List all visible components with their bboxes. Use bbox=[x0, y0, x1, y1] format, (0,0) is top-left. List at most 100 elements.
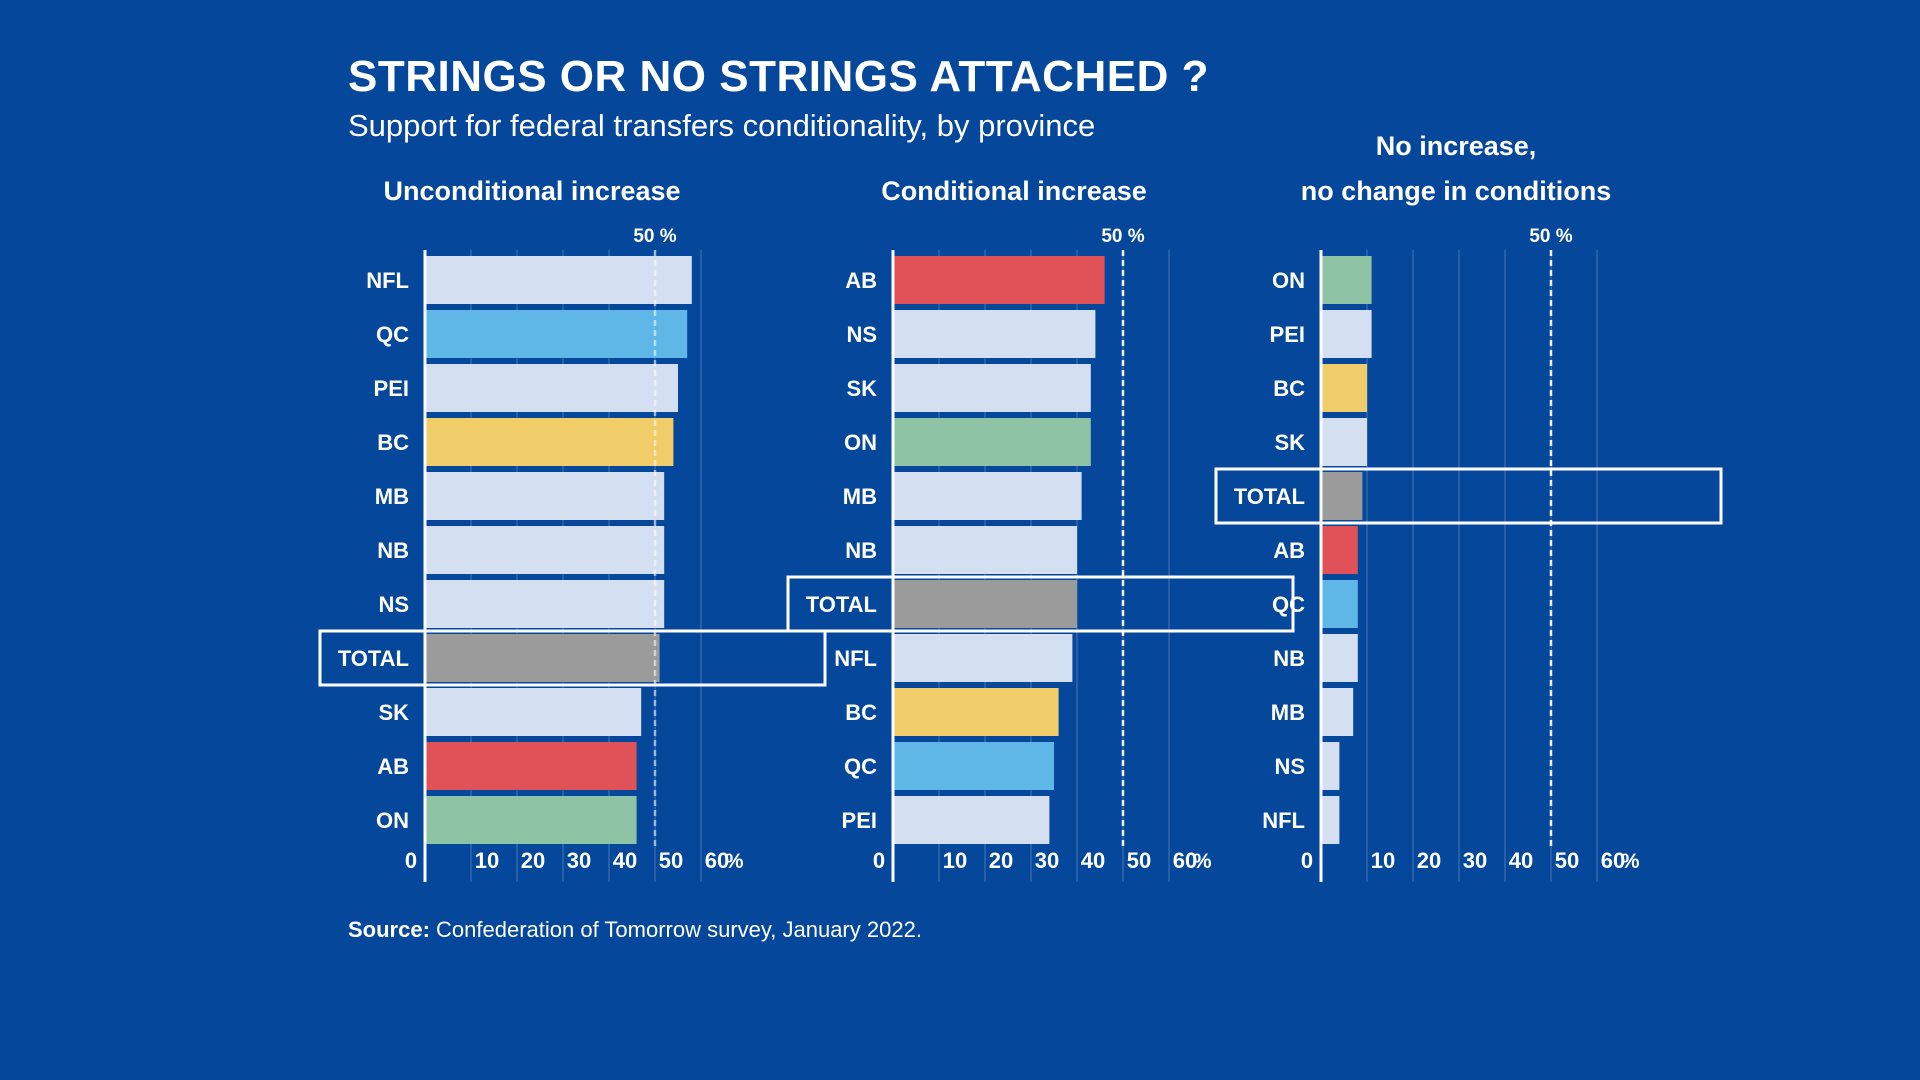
panel-2-category-label-mb: MB bbox=[843, 484, 877, 509]
panel-3-tick-label-50: 50 bbox=[1555, 848, 1579, 873]
panel-2-category-label-nfl: NFL bbox=[834, 646, 877, 671]
panel-2-tick-label-50: 50 bbox=[1127, 848, 1151, 873]
panel-1-tick-label-60: 60 bbox=[705, 848, 729, 873]
panel-3-bar-nfl bbox=[1322, 796, 1340, 844]
chart-title: STRINGS OR NO STRINGS ATTACHED ? bbox=[348, 52, 1209, 101]
panel-2-tick-label-30: 30 bbox=[1035, 848, 1059, 873]
panel-2-category-label-bc: BC bbox=[845, 700, 877, 725]
panel-3-bar-nb bbox=[1322, 634, 1358, 682]
panel-2-unit-label: % bbox=[1193, 850, 1212, 873]
panel-1-tick-label-50: 50 bbox=[659, 848, 683, 873]
panel-2-bar-sk bbox=[894, 364, 1091, 412]
panel-3-category-label-bc: BC bbox=[1273, 376, 1305, 401]
panel-2-category-label-on: ON bbox=[844, 430, 877, 455]
panel-1-category-label-mb: MB bbox=[375, 484, 409, 509]
panel-2-bar-pei bbox=[894, 796, 1050, 844]
panel-3-reference-label: 50 % bbox=[1529, 226, 1572, 247]
chart-subtitle: Support for federal transfers conditiona… bbox=[348, 108, 1096, 143]
panel-1-category-label-qc: QC bbox=[376, 322, 409, 347]
panel-3-highlight-box bbox=[1214, 467, 1723, 525]
panel-1-bar-mb bbox=[426, 472, 665, 520]
panel-3-bar-qc bbox=[1322, 580, 1358, 628]
panel-1-header-line-1: Unconditional increase bbox=[383, 176, 680, 206]
panel-3-category-label-qc: QC bbox=[1272, 592, 1305, 617]
panel-1-bar-on bbox=[426, 796, 637, 844]
panel-1-category-label-sk: SK bbox=[378, 700, 409, 725]
panel-3-category-label-mb: MB bbox=[1271, 700, 1305, 725]
panel-3-bar-on bbox=[1322, 256, 1372, 304]
panel-2-bar-on bbox=[894, 418, 1091, 466]
panel-1-tick-label-40: 40 bbox=[613, 848, 637, 873]
panel-1-tick-label-0: 0 bbox=[405, 848, 417, 873]
panel-1-category-label-ns: NS bbox=[378, 592, 409, 617]
panel-1-category-label-on: ON bbox=[376, 808, 409, 833]
panel-3-unit-label: % bbox=[1621, 850, 1640, 873]
source-text: Confederation of Tomorrow survey, Januar… bbox=[429, 917, 922, 942]
panel-3-bar-pei bbox=[1322, 310, 1372, 358]
panel-3-tick-label-0: 0 bbox=[1301, 848, 1313, 873]
panel-2-bar-ns bbox=[894, 310, 1096, 358]
panel-3-bar-ab bbox=[1322, 526, 1358, 574]
panel-2-category-label-ab: AB bbox=[845, 268, 877, 293]
panel-3-tick-label-60: 60 bbox=[1601, 848, 1625, 873]
panel-2-category-label-nb: NB bbox=[845, 538, 877, 563]
panel-2-category-label-total: TOTAL bbox=[806, 592, 877, 617]
panel-3-category-label-nb: NB bbox=[1273, 646, 1305, 671]
panel-3-category-label-ab: AB bbox=[1273, 538, 1305, 563]
panel-1-bar-nb bbox=[426, 526, 665, 574]
panel-1-category-label-bc: BC bbox=[377, 430, 409, 455]
panel-2-category-label-ns: NS bbox=[846, 322, 877, 347]
panel-2-bar-qc bbox=[894, 742, 1054, 790]
panel-2-bar-mb bbox=[894, 472, 1082, 520]
panel-3-category-label-pei: PEI bbox=[1270, 322, 1305, 347]
panel-1-bar-sk bbox=[426, 688, 642, 736]
panel-2-bar-nb bbox=[894, 526, 1077, 574]
panel-2-tick-label-60: 60 bbox=[1173, 848, 1197, 873]
panel-3-bar-total bbox=[1322, 472, 1363, 520]
panel-2-bar-total bbox=[894, 580, 1077, 628]
panel-3-tick-label-10: 10 bbox=[1371, 848, 1395, 873]
panel-3-header-line-2: no change in conditions bbox=[1301, 176, 1612, 206]
panel-1-bar-nfl bbox=[426, 256, 692, 304]
panel-2-category-label-pei: PEI bbox=[842, 808, 877, 833]
panel-3-tick-label-30: 30 bbox=[1463, 848, 1487, 873]
panel-2-tick-label-20: 20 bbox=[989, 848, 1013, 873]
panel-3-category-label-ns: NS bbox=[1274, 754, 1305, 779]
panel-1-category-label-ab: AB bbox=[377, 754, 409, 779]
panel-1-category-label-total: TOTAL bbox=[338, 646, 409, 671]
panel-3-category-label-nfl: NFL bbox=[1262, 808, 1305, 833]
panel-2-bar-nfl bbox=[894, 634, 1073, 682]
panel-1-bar-ns bbox=[426, 580, 665, 628]
panel-1-bar-bc bbox=[426, 418, 674, 466]
panel-2-bar-bc bbox=[894, 688, 1059, 736]
panel-1-bar-pei bbox=[426, 364, 678, 412]
panel-1-bar-qc bbox=[426, 310, 688, 358]
panel-2-category-label-sk: SK bbox=[846, 376, 877, 401]
panel-1-category-label-nfl: NFL bbox=[366, 268, 409, 293]
panel-2-tick-label-10: 10 bbox=[943, 848, 967, 873]
panel-3-bar-ns bbox=[1322, 742, 1340, 790]
panel-2-header-line-1: Conditional increase bbox=[881, 176, 1147, 206]
panel-3-bar-mb bbox=[1322, 688, 1354, 736]
panel-3-bar-bc bbox=[1322, 364, 1367, 412]
panel-3-bar-sk bbox=[1322, 418, 1367, 466]
panel-1-highlight-box bbox=[318, 629, 827, 687]
panel-2-category-label-qc: QC bbox=[844, 754, 877, 779]
panel-2-bar-ab bbox=[894, 256, 1105, 304]
panel-2-highlight-box bbox=[786, 575, 1295, 633]
panel-3-header-line-1: No increase, bbox=[1376, 131, 1537, 161]
panel-1-reference-label: 50 % bbox=[633, 226, 676, 247]
panel-3-category-label-total: TOTAL bbox=[1234, 484, 1305, 509]
panel-1-tick-label-10: 10 bbox=[475, 848, 499, 873]
source-label: Source: bbox=[348, 917, 430, 942]
panel-1-tick-label-30: 30 bbox=[567, 848, 591, 873]
panel-1-bar-total bbox=[426, 634, 660, 682]
panel-1-tick-label-20: 20 bbox=[521, 848, 545, 873]
panel-1-category-label-pei: PEI bbox=[374, 376, 409, 401]
panel-3-category-label-sk: SK bbox=[1274, 430, 1305, 455]
panel-2-tick-label-0: 0 bbox=[873, 848, 885, 873]
panel-2-tick-label-40: 40 bbox=[1081, 848, 1105, 873]
panel-2-reference-label: 50 % bbox=[1101, 226, 1144, 247]
